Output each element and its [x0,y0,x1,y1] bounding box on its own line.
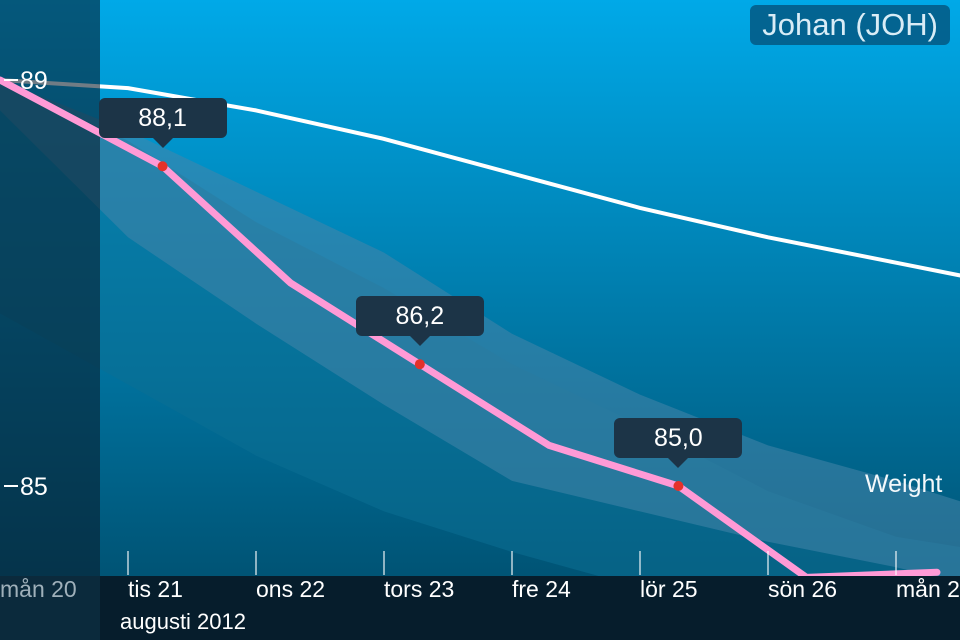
user-badge[interactable]: Johan (JOH) [750,5,950,45]
x-tick-label-6: sön 26 [768,576,837,602]
trend-line [0,78,960,278]
x-axis-bar [0,576,960,640]
measurement-dot-3 [673,481,684,491]
measurement-dot-1 [157,161,168,172]
y-tick-label-85: 85 [20,473,48,501]
x-tick-label-7: mån 2 [896,576,960,602]
month-label: augusti 2012 [120,609,246,634]
measurement-dot-2 [414,359,425,370]
x-tick-label-0: mån 20 [0,576,77,602]
x-tick-label-1: tis 21 [128,576,183,602]
weight-callout-1: 88,1 [98,98,227,149]
legend-weight-label: Weight [865,470,943,498]
weight-callout-2: 86,2 [355,296,484,347]
x-tick-label-2: ons 22 [256,576,325,602]
left-shade-panel [0,0,100,576]
x-tick-label-4: fre 24 [512,576,571,602]
x-tick-label-5: lör 25 [640,576,698,602]
x-tick-label-3: tors 23 [384,576,454,602]
x-axis-bar-left [0,576,100,640]
y-tick-label-89: 89 [20,67,48,95]
weight-callout-3: 85,0 [614,418,743,468]
